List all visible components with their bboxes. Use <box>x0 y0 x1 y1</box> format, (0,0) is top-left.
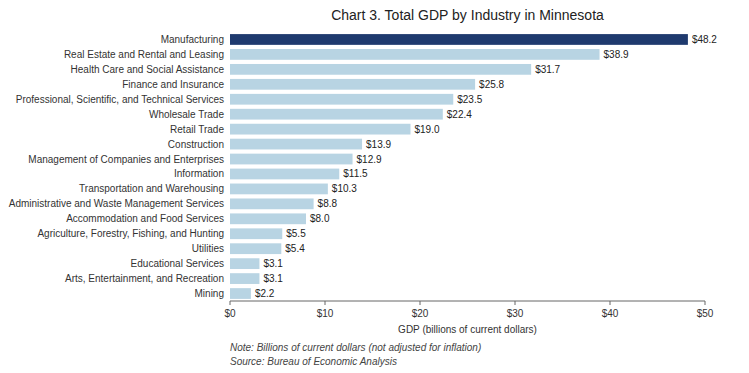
tick-mark <box>610 301 611 305</box>
bar <box>230 94 453 105</box>
tick-mark <box>705 301 706 305</box>
category-label: Manufacturing <box>161 34 224 45</box>
category-label: Arts, Entertainment, and Recreation <box>65 273 224 284</box>
tick-mark <box>230 301 231 305</box>
data-label: $12.9 <box>357 154 382 165</box>
bar <box>230 258 259 269</box>
bar <box>230 288 251 299</box>
category-label: Retail Trade <box>170 124 224 135</box>
bar <box>230 228 282 239</box>
category-label: Accommodation and Food Services <box>66 213 224 224</box>
category-label: Utilities <box>192 243 224 254</box>
bar <box>230 243 281 254</box>
data-label: $23.5 <box>457 94 482 105</box>
category-label: Administrative and Waste Management Serv… <box>9 198 224 209</box>
category-labels: Mining Arts, Entertainment, and Recreatio… <box>9 34 225 299</box>
data-label: $48.2 <box>692 34 717 45</box>
data-label: $31.7 <box>535 64 560 75</box>
data-label: $5.4 <box>285 243 305 254</box>
data-label: $38.9 <box>604 49 629 60</box>
bar <box>230 139 362 150</box>
tick-label: $50 <box>697 308 714 319</box>
tick-mark <box>515 301 516 305</box>
category-label: Information <box>174 168 224 179</box>
category-label: Management of Companies and Enterprises <box>28 154 224 165</box>
annotation: Note: Billions of current dollars (not a… <box>230 342 481 353</box>
x-axis-label: GDP (billions of current dollars) <box>398 324 537 335</box>
category-label: Construction <box>168 139 224 150</box>
data-label: $8.8 <box>318 198 338 209</box>
tick-mark <box>325 301 326 305</box>
data-label: $11.5 <box>343 168 368 179</box>
tick-label: $20 <box>412 308 429 319</box>
bar <box>230 34 688 45</box>
category-label: Agriculture, Forestry, Fishing, and Hunt… <box>37 228 224 239</box>
data-label: $25.8 <box>479 79 504 90</box>
category-label: Real Estate and Rental and Leasing <box>64 49 224 60</box>
data-label: $8.0 <box>310 213 330 224</box>
category-label: Finance and Insurance <box>122 79 224 90</box>
chart: Mining Arts, Entertainment, and Recreatio… <box>0 0 749 373</box>
title: Chart 3. Total GDP by Industry in Minnes… <box>331 7 604 23</box>
bar <box>230 109 443 120</box>
bar <box>230 124 411 135</box>
data-label: $22.4 <box>447 109 472 120</box>
bar <box>230 184 328 195</box>
category-label: Mining <box>195 288 224 299</box>
data-labels: $2.2$3.1$3.1$5.4$5.5$8.0$8.8$10.3$11.5$1… <box>255 34 717 299</box>
annotation: Source: Bureau of Economic Analysis <box>230 356 397 367</box>
data-label: $2.2 <box>255 288 275 299</box>
bar <box>230 154 353 165</box>
bar <box>230 198 314 209</box>
data-label: $13.9 <box>366 139 391 150</box>
bars <box>230 34 688 299</box>
data-label: $10.3 <box>332 183 357 194</box>
category-label: Health Care and Social Assistance <box>71 64 225 75</box>
tick-label: $10 <box>317 308 334 319</box>
category-label: Wholesale Trade <box>149 109 224 120</box>
tick-mark <box>420 301 421 305</box>
bar <box>230 49 600 60</box>
data-label: $19.0 <box>415 124 440 135</box>
data-label: $3.1 <box>263 258 283 269</box>
x-axis: $0 $10 $20 $30 $40 $50 <box>224 301 713 319</box>
bar <box>230 79 475 90</box>
bar <box>230 273 259 284</box>
bar <box>230 213 306 224</box>
tick-label: $0 <box>224 308 236 319</box>
axis-line <box>230 301 705 302</box>
data-label: $5.5 <box>286 228 306 239</box>
bar <box>230 169 339 180</box>
category-label: Educational Services <box>131 258 224 269</box>
tick-label: $30 <box>507 308 524 319</box>
bar <box>230 64 531 75</box>
data-label: $3.1 <box>263 273 283 284</box>
category-label: Transportation and Warehousing <box>79 183 224 194</box>
tick-label: $40 <box>602 308 619 319</box>
category-label: Professional, Scientific, and Technical … <box>16 94 224 105</box>
